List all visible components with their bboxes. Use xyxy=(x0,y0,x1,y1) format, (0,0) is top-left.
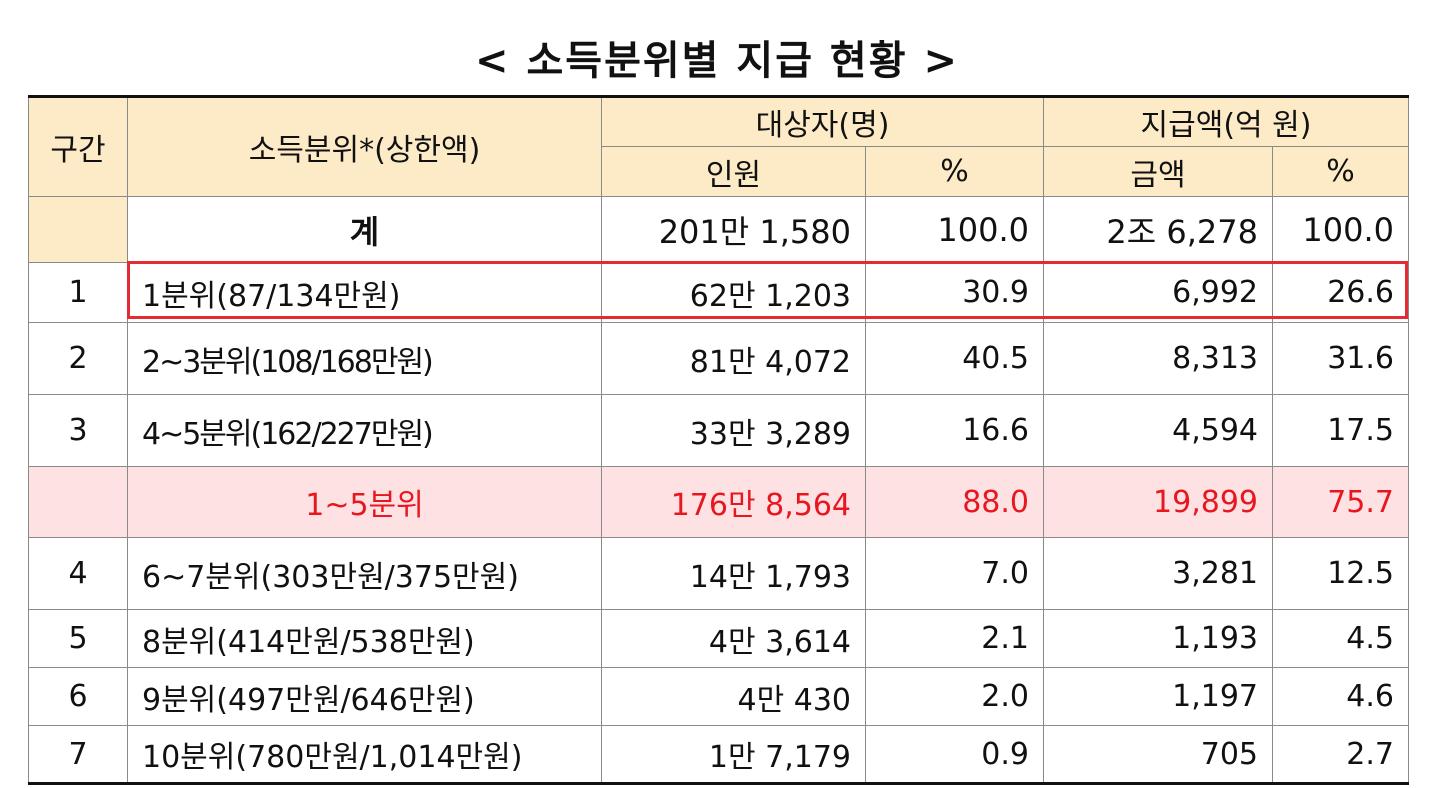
row-amount: 1,193 xyxy=(1043,609,1273,668)
row-section: 4 xyxy=(28,537,128,610)
subtotal-people-pct: 88.0 xyxy=(865,466,1044,538)
row-section: 2 xyxy=(28,322,128,395)
row-amount: 705 xyxy=(1043,725,1273,785)
subtotal-section xyxy=(28,466,128,538)
row-people-pct: 40.5 xyxy=(865,322,1044,395)
subtotal-bracket: 1~5분위 xyxy=(127,466,602,538)
total-label: 계 xyxy=(127,196,602,263)
row-bracket: 10분위(780만원/1,014만원) xyxy=(127,725,602,785)
row-section: 7 xyxy=(28,725,128,785)
row-people: 4만 3,614 xyxy=(601,609,866,668)
row-people-pct: 2.1 xyxy=(865,609,1044,668)
row-amount-pct: 17.5 xyxy=(1271,394,1410,467)
header-section-fill xyxy=(28,196,128,263)
table-row: 2 2~3분위(108/168만원) 81만 4,072 40.5 8,313 … xyxy=(28,322,1410,395)
row-bracket: 4~5분위(162/227만원) xyxy=(127,394,602,467)
row-people-pct: 16.6 xyxy=(865,394,1044,467)
row-section: 6 xyxy=(28,667,128,726)
header-people: 인원 xyxy=(601,146,866,197)
row-people-pct: 30.9 xyxy=(865,262,1044,323)
income-bracket-table: 구간 소득분위*(상한액) 대상자(명) 지급액(억 원) 인원 % 금액 % … xyxy=(28,95,1410,785)
row-bracket: 1분위(87/134만원) xyxy=(127,262,602,323)
row-bracket: 6~7분위(303만원/375만원) xyxy=(127,537,602,610)
subtotal-amount-pct: 75.7 xyxy=(1271,466,1410,538)
row-people: 1만 7,179 xyxy=(601,725,866,785)
row-people-pct: 2.0 xyxy=(865,667,1044,726)
subtotal-row: 1~5분위 176만 8,564 88.0 19,899 75.7 xyxy=(28,466,1410,538)
row-bracket: 9분위(497만원/646만원) xyxy=(127,667,602,726)
row-amount: 6,992 xyxy=(1043,262,1273,323)
row-bracket: 2~3분위(108/168만원) xyxy=(127,322,602,395)
row-section: 1 xyxy=(28,262,128,323)
table-title: < 소득분위별 지급 현황 > xyxy=(475,38,959,84)
table-row: 4 6~7분위(303만원/375만원) 14만 1,793 7.0 3,281… xyxy=(28,537,1410,610)
row-people: 14만 1,793 xyxy=(601,537,866,610)
row-amount-pct: 26.6 xyxy=(1271,262,1410,323)
header-amount-group: 지급액(억 원) xyxy=(1042,95,1410,147)
row-bracket: 8분위(414만원/538만원) xyxy=(127,609,602,668)
row-amount-pct: 12.5 xyxy=(1271,537,1410,610)
total-people-pct: 100.0 xyxy=(865,196,1044,263)
total-people: 201만 1,580 xyxy=(601,196,866,263)
row-people: 62만 1,203 xyxy=(601,262,866,323)
header-bracket: 소득분위*(상한액) xyxy=(127,95,602,197)
table-row: 5 8분위(414만원/538만원) 4만 3,614 2.1 1,193 4.… xyxy=(28,609,1410,668)
row-people: 81만 4,072 xyxy=(601,322,866,395)
row-amount: 3,281 xyxy=(1043,537,1273,610)
header-recipients-group: 대상자(명) xyxy=(601,95,1044,147)
row-amount-pct: 4.6 xyxy=(1271,667,1410,726)
header-amount-pct: % xyxy=(1271,146,1410,197)
subtotal-people: 176만 8,564 xyxy=(601,466,866,538)
table-row: 7 10분위(780만원/1,014만원) 1만 7,179 0.9 705 2… xyxy=(28,725,1410,785)
total-row: 계 201만 1,580 100.0 2조 6,278 100.0 xyxy=(28,196,1410,263)
row-people: 4만 430 xyxy=(601,667,866,726)
header-section: 구간 xyxy=(28,95,128,197)
row-amount: 1,197 xyxy=(1043,667,1273,726)
header-people-pct: % xyxy=(865,146,1044,197)
total-amount: 2조 6,278 xyxy=(1043,196,1273,263)
total-amount-pct: 100.0 xyxy=(1271,196,1410,263)
table-row: 3 4~5분위(162/227만원) 33만 3,289 16.6 4,594 … xyxy=(28,394,1410,467)
row-amount: 8,313 xyxy=(1043,322,1273,395)
row-section: 3 xyxy=(28,394,128,467)
row-amount-pct: 4.5 xyxy=(1271,609,1410,668)
row-people-pct: 0.9 xyxy=(865,725,1044,785)
row-amount: 4,594 xyxy=(1043,394,1273,467)
table-row: 1 1분위(87/134만원) 62만 1,203 30.9 6,992 26.… xyxy=(28,262,1410,323)
row-amount-pct: 31.6 xyxy=(1271,322,1410,395)
row-people: 33만 3,289 xyxy=(601,394,866,467)
subtotal-amount: 19,899 xyxy=(1043,466,1273,538)
row-section: 5 xyxy=(28,609,128,668)
table-row: 6 9분위(497만원/646만원) 4만 430 2.0 1,197 4.6 xyxy=(28,667,1410,726)
row-people-pct: 7.0 xyxy=(865,537,1044,610)
row-amount-pct: 2.7 xyxy=(1271,725,1410,785)
header-amount: 금액 xyxy=(1043,146,1273,197)
